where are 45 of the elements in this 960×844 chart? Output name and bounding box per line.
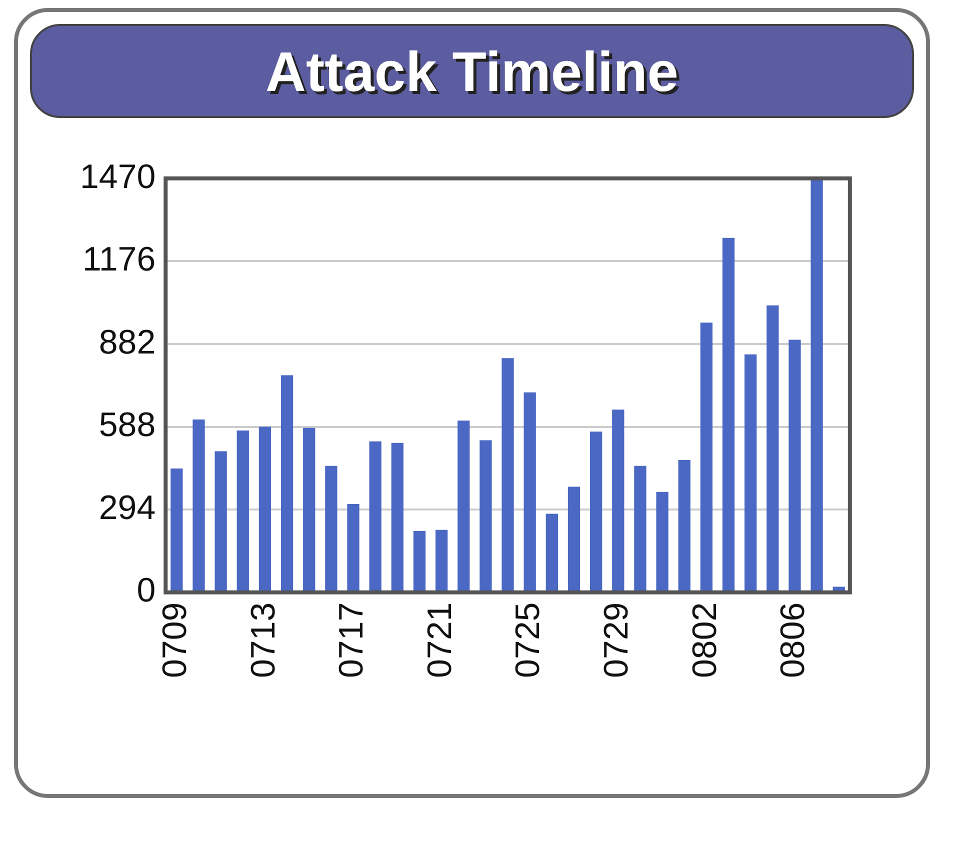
y-tick-label: 0 — [136, 572, 156, 610]
bar — [347, 504, 360, 592]
x-tick-label: 0717 — [332, 602, 371, 678]
x-tick-label: 0713 — [244, 602, 282, 678]
bar — [568, 486, 580, 592]
x-tick-label: 0725 — [509, 602, 548, 678]
bar — [303, 428, 316, 592]
bar — [280, 375, 294, 592]
bar — [236, 430, 249, 592]
y-tick-label: 882 — [98, 323, 156, 362]
bar — [722, 238, 735, 592]
bar — [590, 432, 602, 592]
bar — [480, 440, 492, 592]
bar — [258, 426, 272, 592]
bar — [700, 322, 713, 592]
y-tick-label: 588 — [98, 406, 156, 444]
x-tick-label: 0709 — [156, 602, 194, 678]
x-tick-label: 0721 — [420, 602, 459, 678]
bar — [170, 468, 183, 592]
x-tick-label: 0729 — [598, 602, 636, 678]
chart-title: Attack Timeline — [266, 38, 678, 104]
bar — [744, 354, 757, 592]
x-tick-label: 0806 — [774, 602, 812, 678]
bar — [656, 492, 668, 592]
bar — [214, 451, 227, 592]
bar — [810, 178, 823, 592]
bar — [524, 392, 536, 592]
bar — [369, 441, 382, 592]
y-tick-label: 1470 — [80, 158, 156, 196]
bar — [766, 305, 779, 592]
bar — [546, 514, 558, 592]
bar — [435, 530, 448, 592]
bar — [612, 410, 624, 592]
bar — [678, 460, 690, 592]
bar — [458, 420, 470, 592]
bar — [391, 442, 404, 592]
y-tick-label: 1176 — [82, 240, 156, 279]
y-tick-label: 294 — [98, 488, 156, 527]
bar — [325, 466, 338, 592]
bar — [413, 530, 426, 592]
bar — [634, 466, 646, 592]
x-tick-label: 0802 — [686, 602, 724, 678]
bar — [192, 419, 205, 592]
bar — [788, 340, 801, 592]
bar — [502, 358, 514, 592]
